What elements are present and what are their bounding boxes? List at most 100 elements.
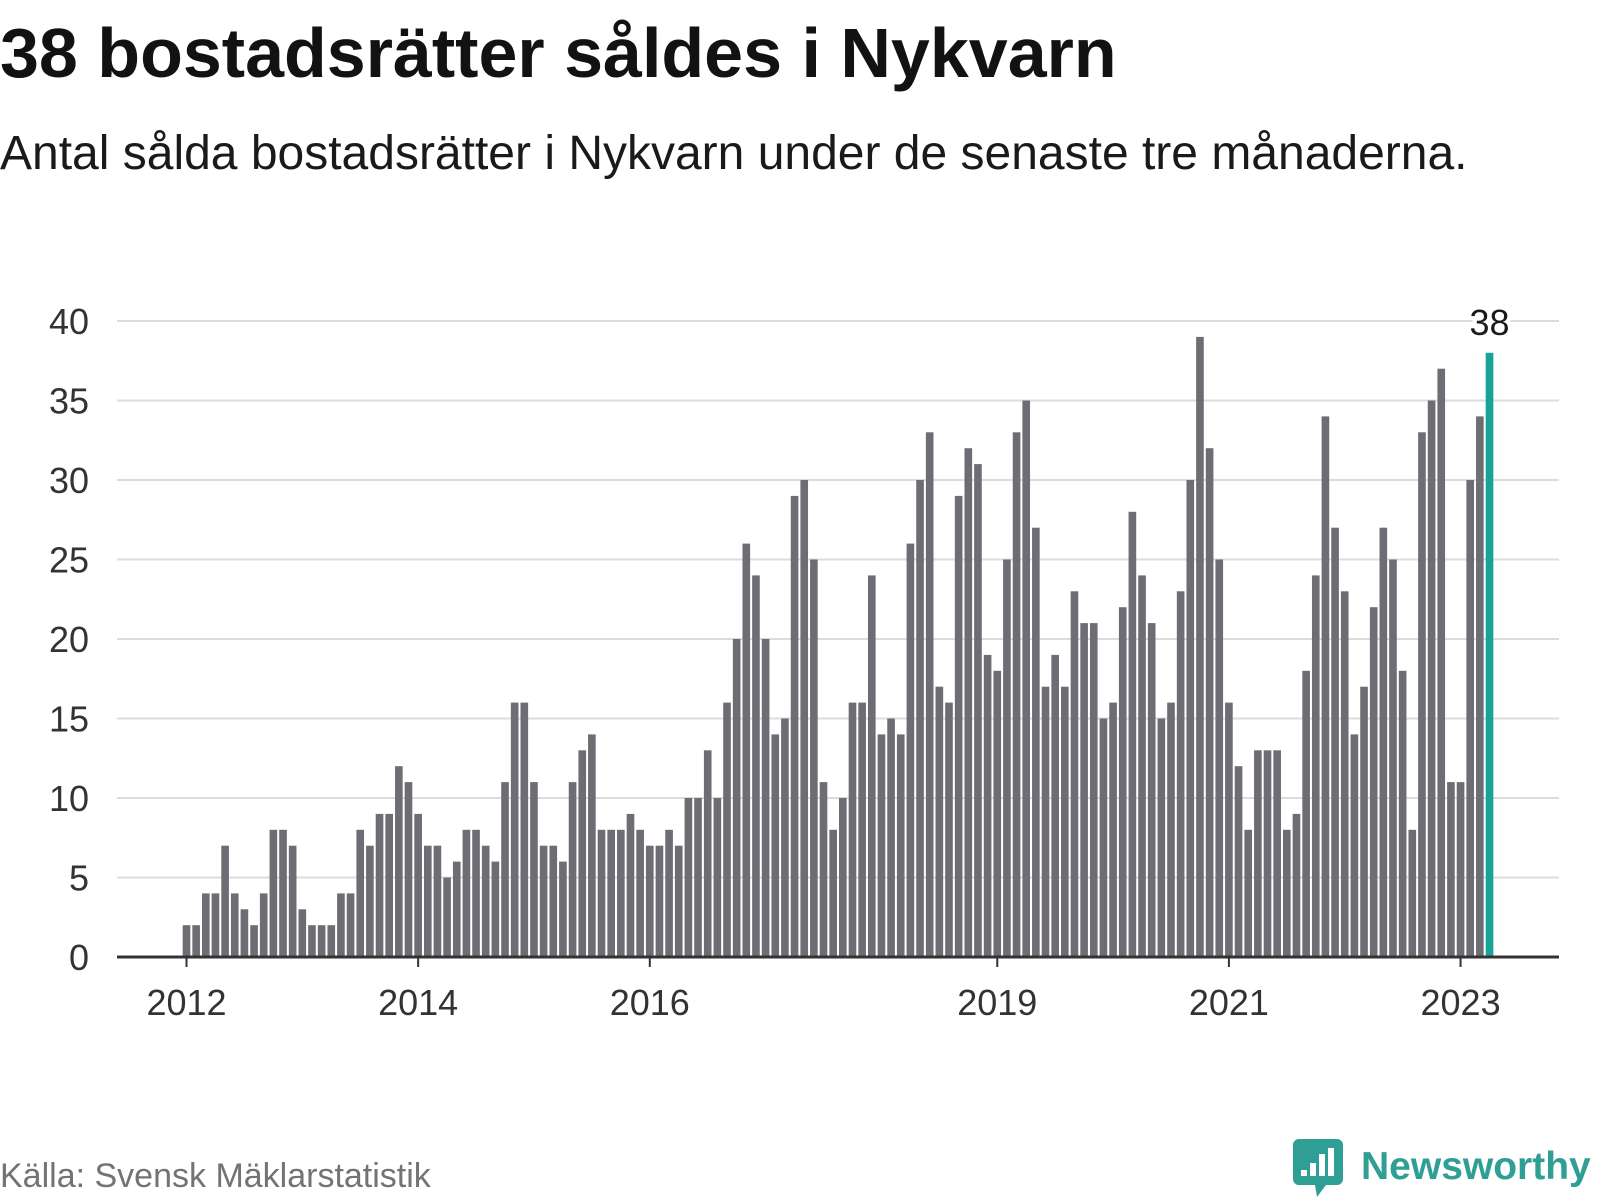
bar	[626, 813, 635, 957]
bar	[404, 782, 413, 957]
bar	[1099, 718, 1108, 957]
bar	[356, 829, 365, 957]
bar	[1456, 782, 1465, 957]
y-tick-label: 5	[69, 858, 89, 899]
bar	[742, 543, 751, 957]
bar	[896, 734, 905, 957]
bar	[491, 861, 500, 957]
bar	[974, 464, 982, 957]
bar	[1273, 750, 1281, 957]
bar	[1427, 400, 1436, 957]
bar	[452, 861, 461, 957]
bar	[530, 782, 538, 957]
bar	[1215, 559, 1224, 957]
bar	[1147, 623, 1156, 957]
bar	[578, 750, 587, 957]
y-axis-labels: 0 5 10 15 20 25 30 35 40	[49, 301, 89, 978]
bar	[250, 925, 258, 957]
gridlines	[117, 320, 1559, 879]
y-tick-label: 10	[49, 778, 89, 819]
bar	[1061, 686, 1069, 957]
bar	[1051, 654, 1059, 957]
bar	[1128, 511, 1137, 957]
chart-title: 38 bostadsrätter såldes i Nykvarn	[0, 14, 1117, 92]
bar	[549, 845, 558, 957]
bar	[1022, 400, 1031, 957]
bar	[1398, 670, 1407, 957]
bar	[1167, 702, 1175, 957]
bar	[433, 845, 442, 957]
bar	[539, 845, 548, 957]
bar	[1109, 702, 1117, 957]
bar	[568, 782, 577, 957]
bar	[327, 925, 336, 957]
bar-highlighted	[1485, 352, 1494, 957]
bar	[259, 893, 268, 957]
bar	[829, 829, 837, 957]
bar	[703, 750, 712, 957]
bar	[1003, 559, 1011, 957]
bar	[269, 829, 278, 957]
bar	[800, 480, 809, 957]
bar	[1292, 813, 1301, 957]
highlight-value-label: 38	[1469, 302, 1509, 343]
bar	[665, 829, 673, 957]
bar	[810, 559, 818, 957]
bar	[317, 925, 326, 957]
annotations: 38	[1465, 298, 1513, 347]
bar	[945, 702, 953, 957]
bar	[375, 813, 384, 957]
bar	[443, 877, 451, 957]
bar	[674, 845, 683, 957]
bar	[684, 798, 693, 957]
bar	[1447, 782, 1455, 957]
source-note: Källa: Svensk Mäklarstatistik	[0, 1157, 431, 1195]
bar	[1311, 575, 1320, 957]
x-tick-label: 2021	[1189, 982, 1269, 1023]
bar	[240, 909, 249, 957]
bar	[713, 798, 722, 957]
bar	[906, 543, 915, 957]
bar	[954, 495, 963, 957]
bar	[1138, 575, 1146, 957]
bar	[1369, 607, 1378, 957]
bar	[761, 639, 770, 957]
bar	[1234, 766, 1243, 957]
bar	[520, 702, 529, 957]
bar	[983, 654, 992, 957]
bar	[298, 909, 307, 957]
x-tick-label: 2023	[1421, 982, 1501, 1023]
bar	[1032, 527, 1040, 957]
bar	[1041, 686, 1050, 957]
bar	[588, 734, 596, 957]
bar	[819, 782, 828, 957]
bar	[732, 639, 741, 957]
bar	[211, 893, 220, 957]
bar	[1283, 829, 1291, 957]
bar	[288, 845, 297, 957]
bar	[655, 845, 664, 957]
bar	[1408, 829, 1417, 957]
bar	[481, 845, 490, 957]
bar	[510, 702, 519, 957]
x-tick-label: 2014	[378, 982, 458, 1023]
bar	[636, 829, 644, 957]
chart-subtitle: Antal sålda bostadsrätter i Nykvarn unde…	[0, 127, 1468, 180]
bar	[839, 798, 847, 957]
bar	[1476, 416, 1484, 957]
bar	[1321, 416, 1330, 957]
y-tick-label: 0	[69, 937, 89, 978]
bar	[867, 575, 876, 957]
bar	[858, 702, 866, 957]
bar	[1157, 718, 1166, 957]
y-tick-label: 30	[49, 460, 89, 501]
bar	[192, 925, 200, 957]
bar	[1205, 448, 1214, 957]
y-tick-label: 40	[49, 301, 89, 342]
bar	[607, 829, 615, 957]
x-tick-label: 2016	[610, 982, 690, 1023]
bar	[752, 575, 760, 957]
bar	[337, 893, 345, 957]
bar	[1089, 623, 1098, 957]
bar	[1263, 750, 1272, 957]
